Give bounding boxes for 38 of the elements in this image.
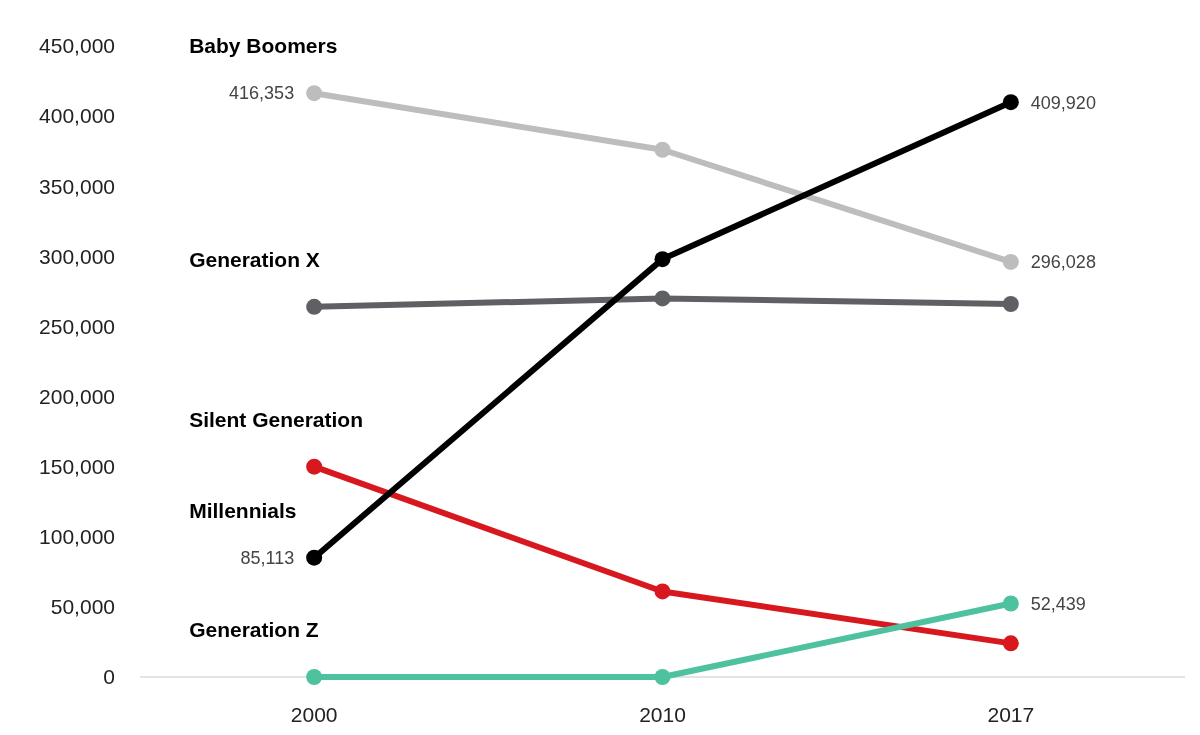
data-label: 296,028: [1030, 252, 1096, 273]
x-tick-label: 2000: [290, 703, 338, 727]
data-label: 85,113: [240, 547, 295, 568]
y-tick-label: 150,000: [39, 455, 115, 479]
y-tick-label: 0: [103, 665, 115, 689]
y-tick-label: 200,000: [39, 384, 115, 408]
point: [654, 141, 671, 158]
x-tick-label: 2017: [987, 703, 1035, 727]
y-tick-label: 350,000: [39, 174, 115, 198]
series-label: Generation Z: [189, 618, 319, 641]
y-tick-label: 450,000: [39, 34, 115, 58]
data-label: 52,439: [1030, 593, 1086, 614]
point: [1002, 94, 1019, 111]
point: [1002, 253, 1019, 270]
data-label: 409,920: [1030, 92, 1096, 113]
point: [1002, 296, 1019, 313]
point: [306, 669, 323, 685]
series-label: Millennials: [189, 498, 297, 522]
point: [306, 549, 323, 566]
y-tick-label: 400,000: [39, 104, 115, 128]
point: [1002, 595, 1019, 612]
point: [1002, 635, 1019, 652]
point: [654, 583, 671, 600]
series-label: Baby Boomers: [189, 34, 338, 58]
point: [306, 458, 323, 475]
point: [654, 669, 671, 685]
point: [306, 85, 323, 102]
y-tick-label: 100,000: [39, 525, 115, 549]
text: Silent Generation: [189, 407, 364, 431]
y-tick-label: 250,000: [39, 314, 115, 338]
point: [654, 290, 671, 307]
point: [306, 298, 323, 315]
x-tick-label: 2010: [639, 703, 686, 727]
y-tick-label: 50,000: [50, 595, 115, 619]
data-label: 416,353: [229, 83, 295, 104]
point: [654, 251, 671, 268]
y-tick-label: 300,000: [39, 244, 115, 268]
series-label: Generation X: [189, 247, 320, 271]
